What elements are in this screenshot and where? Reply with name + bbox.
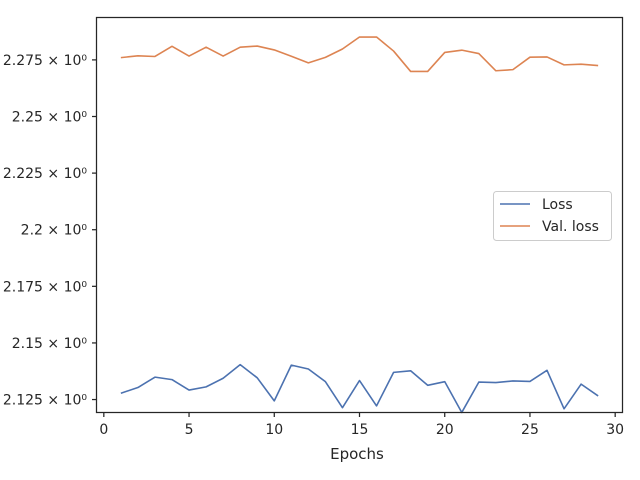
y-axis-ticks: 2.125 × 10⁰ 2.15 × 10⁰ 2.175 × 10⁰ 2.2 × 10… [3,53,97,409]
legend-label-val-loss: Val. loss [542,219,599,235]
x-tick-label: 0 [99,422,108,438]
x-axis-ticks: 0 5 10 15 20 25 30 [99,412,624,438]
y-tick-label: 2.2 × 10⁰ [21,223,88,239]
y-tick-label: 2.125 × 10⁰ [3,393,88,409]
x-tick-label: 20 [436,422,454,438]
y-tick-label: 2.25 × 10⁰ [12,110,88,126]
series-layer [120,36,599,414]
legend: Loss Val. loss [493,191,612,241]
x-tick-label: 25 [521,422,539,438]
y-tick-label: 2.275 × 10⁰ [3,53,88,69]
x-axis-label: Epochs [330,445,384,463]
x-tick-label: 30 [606,422,624,438]
x-tick-label: 5 [185,422,194,438]
y-tick-label: 2.225 × 10⁰ [3,166,88,182]
x-tick-label: 15 [351,422,369,438]
x-tick-label: 10 [265,422,283,438]
y-tick-label: 2.15 × 10⁰ [12,336,88,352]
series-line-loss [120,363,599,414]
legend-label-loss: Loss [542,197,573,213]
y-tick-label: 2.175 × 10⁰ [3,279,88,295]
series-line-val-loss [120,36,599,73]
